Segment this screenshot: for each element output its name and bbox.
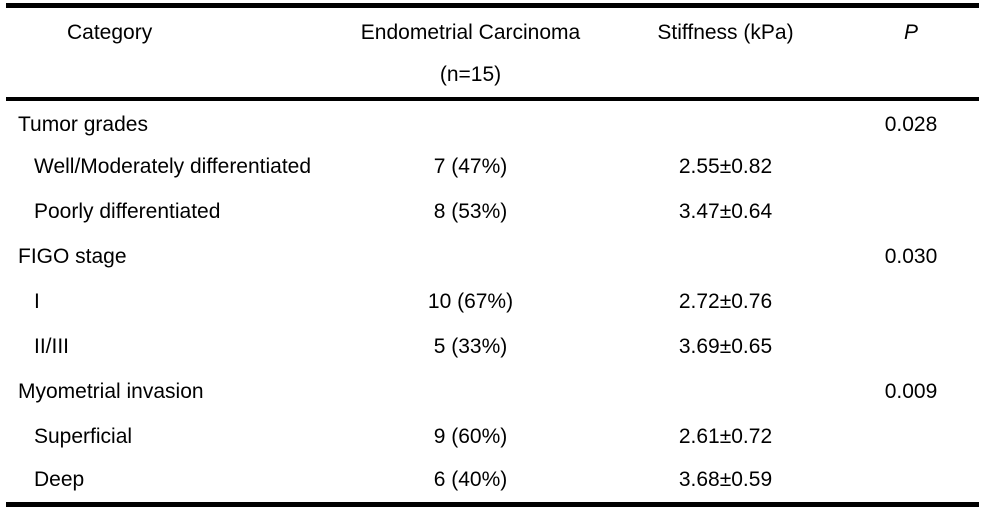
count-cell: 9 (60%) — [433, 424, 508, 448]
table-row-superficial: Superficial 9 (60%) 2.61±0.72 — [6, 414, 979, 459]
clinical-stiffness-table: Category Endometrial Carcinoma (n=15) St… — [6, 3, 979, 507]
header-category: Category — [6, 5, 333, 101]
header-endometrial-carcinoma: Endometrial Carcinoma (n=15) — [333, 5, 608, 101]
table-header: Category Endometrial Carcinoma (n=15) St… — [6, 5, 979, 101]
table-row-myometrial-invasion: Myometrial invasion 0.009 — [6, 369, 979, 414]
count-cell: 10 (67%) — [427, 289, 514, 313]
stiffness-cell: 3.68±0.59 — [678, 468, 773, 492]
stiffness-cell — [608, 99, 843, 144]
header-p-value: P — [843, 5, 979, 101]
table-row-figo-stage: FIGO stage 0.030 — [6, 234, 979, 279]
table-row-deep: Deep 6 (40%) 3.68±0.59 — [6, 459, 979, 504]
stiffness-cell: 3.47±0.64 — [678, 199, 773, 223]
p-value-cell: 0.009 — [884, 379, 938, 403]
table-row-stage-1: I 10 (67%) 2.72±0.76 — [6, 279, 979, 324]
stiffness-cell — [608, 234, 843, 279]
header-endometrial-carcinoma-line2: (n=15) — [439, 63, 502, 86]
table-body: Tumor grades 0.028 Well/Moderately diffe… — [6, 99, 979, 504]
stiffness-cell: 2.55±0.82 — [678, 154, 773, 178]
table-row-well-moderately-differentiated: Well/Moderately differentiated 7 (47%) 2… — [6, 144, 979, 189]
count-cell — [333, 369, 608, 414]
count-cell: 7 (47%) — [433, 154, 508, 178]
count-cell — [333, 234, 608, 279]
category-cell: FIGO stage — [18, 244, 127, 268]
p-value-cell — [843, 324, 979, 369]
count-cell: 5 (33%) — [433, 334, 508, 358]
header-stiffness-kpa: Stiffness (kPa) — [608, 5, 843, 101]
p-value-cell: 0.028 — [884, 112, 938, 136]
category-cell: Deep — [34, 468, 85, 492]
table-row-tumor-grades: Tumor grades 0.028 — [6, 99, 979, 144]
category-cell: Tumor grades — [18, 112, 148, 136]
category-cell: Superficial — [34, 424, 133, 448]
count-cell: 6 (40%) — [433, 468, 508, 492]
header-row: Category Endometrial Carcinoma (n=15) St… — [6, 5, 979, 101]
p-value-cell: 0.030 — [884, 244, 938, 268]
category-cell: II/III — [34, 334, 70, 358]
p-value-cell — [843, 459, 979, 504]
count-cell — [333, 99, 608, 144]
category-cell: I — [34, 289, 40, 313]
header-endometrial-carcinoma-line1: Endometrial Carcinoma — [360, 21, 581, 44]
table-row-stage-2-3: II/III 5 (33%) 3.69±0.65 — [6, 324, 979, 369]
p-value-cell — [843, 144, 979, 189]
p-value-cell — [843, 279, 979, 324]
stiffness-cell — [608, 369, 843, 414]
count-cell: 8 (53%) — [433, 199, 508, 223]
p-value-cell — [843, 189, 979, 234]
category-cell: Poorly differentiated — [34, 199, 221, 223]
category-cell: Well/Moderately differentiated — [34, 154, 312, 178]
category-cell: Myometrial invasion — [18, 379, 204, 403]
stiffness-cell: 2.72±0.76 — [678, 289, 773, 313]
stiffness-cell: 3.69±0.65 — [678, 334, 773, 358]
table-row-poorly-differentiated: Poorly differentiated 8 (53%) 3.47±0.64 — [6, 189, 979, 234]
stiffness-cell: 2.61±0.72 — [678, 424, 773, 448]
p-value-cell — [843, 414, 979, 459]
